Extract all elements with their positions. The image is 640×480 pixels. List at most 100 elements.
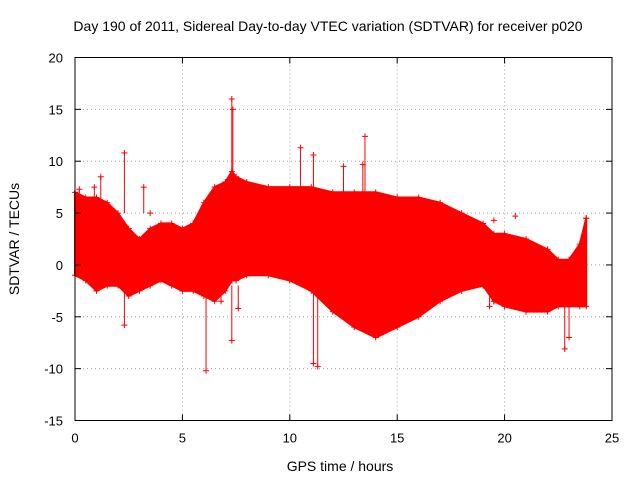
outlier-point: [561, 345, 568, 352]
outlier-point: [228, 337, 235, 344]
outlier-point: [228, 95, 235, 102]
edge-point: [168, 220, 175, 227]
edge-point: [125, 293, 132, 300]
outlier-point: [91, 184, 98, 191]
edge-point: [351, 189, 358, 196]
outlier-point: [512, 213, 519, 220]
edge-point: [286, 184, 293, 191]
edge-point: [544, 246, 551, 253]
edge-point: [544, 308, 551, 315]
edge-point: [329, 308, 336, 315]
edge-point: [179, 287, 186, 294]
y-tick-label: -5: [51, 310, 63, 325]
y-tick-label: 20: [49, 51, 63, 66]
edge-point: [147, 282, 154, 289]
edge-point: [243, 272, 250, 279]
edge-point: [222, 178, 229, 185]
edge-point: [523, 308, 530, 315]
edge-point: [372, 334, 379, 341]
outlier-points: [76, 95, 590, 374]
x-tick-label: 20: [497, 431, 511, 446]
edge-point: [583, 303, 590, 310]
edge-point: [372, 189, 379, 196]
outlier-point: [121, 322, 128, 329]
y-tick-label: 5: [56, 206, 63, 221]
edge-point: [136, 287, 143, 294]
edge-point: [114, 210, 121, 217]
edge-point: [82, 277, 89, 284]
axis-ticks: 0 5 10 15 20 25 -15 -10 -5 0 5 10 15 20: [44, 51, 619, 446]
edge-point: [329, 189, 336, 196]
edge-point: [104, 282, 111, 289]
edge-point: [415, 194, 422, 201]
plot-frame: [74, 57, 613, 421]
edge-point: [415, 313, 422, 320]
edge-point: [136, 236, 143, 242]
edge-point: [576, 241, 583, 248]
edge-point: [394, 194, 401, 201]
edge-point: [437, 298, 444, 305]
edge-point: [555, 256, 562, 263]
edge-point: [265, 184, 272, 191]
edge-point: [265, 272, 272, 279]
data-series: [72, 168, 590, 341]
edge-point: [179, 225, 186, 232]
edge-point: [233, 277, 240, 284]
edge-point: [480, 282, 487, 289]
edge-point: [458, 210, 465, 217]
x-axis-label: GPS time / hours: [287, 458, 394, 474]
outlier-point: [140, 184, 147, 191]
chart-title: Day 190 of 2011, Sidereal Day-to-day VTE…: [73, 18, 582, 34]
outlier-point: [121, 149, 128, 156]
outlier-point: [314, 363, 321, 370]
edge-point: [125, 225, 132, 232]
x-tick-label: 5: [179, 431, 186, 446]
edge-point: [490, 230, 497, 237]
edge-point: [222, 287, 229, 294]
edge-point: [501, 230, 508, 237]
outlier-point: [310, 360, 317, 367]
edge-point: [233, 173, 240, 180]
outlier-point: [235, 305, 242, 312]
edge-point: [501, 303, 508, 310]
outlier-point: [310, 151, 317, 158]
edge-point: [157, 277, 164, 284]
outlier-point: [218, 298, 225, 305]
x-tick-label: 10: [283, 431, 297, 446]
y-tick-label: 15: [49, 102, 63, 117]
edge-point: [480, 220, 487, 227]
edge-point: [190, 287, 197, 294]
x-tick-label: 25: [605, 431, 619, 446]
outlier-point: [229, 106, 236, 113]
outlier-point: [147, 210, 154, 217]
edge-point: [157, 220, 164, 227]
outlier-point: [359, 161, 366, 168]
edge-point: [82, 194, 89, 201]
outlier-point: [340, 163, 347, 170]
edge-point: [458, 287, 465, 294]
edge-point: [523, 236, 530, 242]
outlier-point: [486, 303, 493, 310]
sdtvar-band: [74, 169, 588, 339]
outlier-point: [203, 367, 210, 374]
outlier-point: [490, 298, 497, 305]
edge-point: [114, 282, 121, 289]
edge-point: [190, 220, 197, 227]
outlier-point: [297, 144, 304, 151]
outlier-point: [583, 215, 590, 222]
edge-point: [351, 324, 358, 331]
edge-point: [211, 184, 218, 191]
outlier-point: [97, 173, 104, 180]
edge-point: [576, 303, 583, 310]
edge-point: [437, 199, 444, 206]
edge-point: [243, 178, 250, 185]
outlier-point: [76, 186, 83, 193]
y-tick-label: 0: [56, 258, 63, 273]
edge-point: [168, 282, 175, 289]
edge-point: [104, 199, 111, 206]
x-tick-label: 0: [71, 431, 78, 446]
y-tick-label: -15: [44, 414, 63, 429]
outlier-point: [566, 334, 573, 341]
x-tick-label: 15: [390, 431, 404, 446]
